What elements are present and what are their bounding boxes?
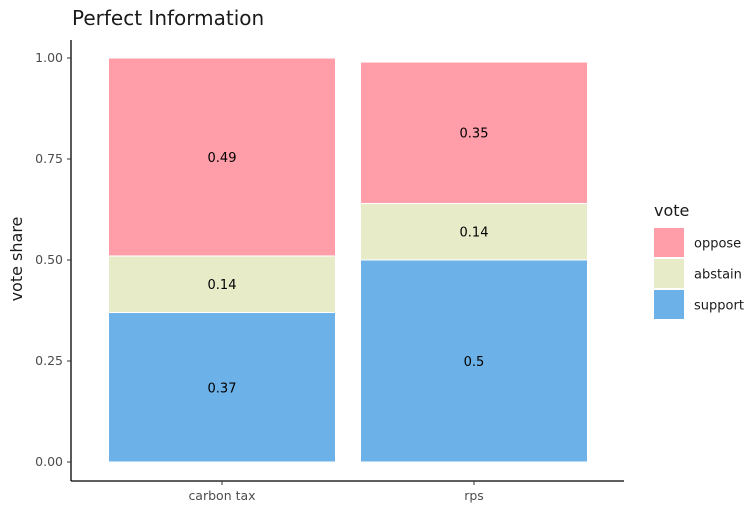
legend-key-support (654, 290, 684, 319)
data-label-rps-oppose: 0.35 (460, 127, 489, 142)
chart-title: Perfect Information (72, 6, 264, 30)
legend-label-oppose: oppose (694, 237, 741, 252)
bar-carbon-tax-abstain (108, 255, 336, 314)
axes-layer: 0.00 0.25 0.50 0.75 1.00 carbon tax rps (35, 40, 624, 503)
bars-layer: 0.37 0.14 0.49 0.5 0.14 0.35 (108, 57, 588, 463)
bar-carbon-tax-oppose (108, 57, 336, 257)
legend-title: vote (654, 201, 689, 220)
x-tick-label: rps (464, 488, 484, 503)
y-tick-label: 0.75 (35, 151, 63, 166)
data-label-rps-support: 0.5 (464, 355, 485, 370)
data-label-rps-abstain: 0.14 (460, 226, 489, 241)
bar-rps-abstain (360, 202, 588, 261)
y-tick-label: 0.25 (35, 353, 63, 368)
x-tick-label: carbon tax (188, 488, 255, 503)
data-label-carbon-tax-oppose: 0.49 (208, 151, 237, 166)
bar-carbon-tax-support (108, 312, 336, 463)
legend-key-abstain (654, 259, 684, 288)
y-tick-label: 1.00 (35, 50, 63, 65)
legend-label-support: support (694, 299, 744, 314)
data-label-carbon-tax-support: 0.37 (208, 381, 237, 396)
y-tick-label: 0.50 (35, 252, 63, 267)
legend-label-abstain: abstain (694, 268, 742, 283)
y-axis-title: vote share (7, 217, 26, 302)
legend: vote oppose abstain support (654, 201, 744, 319)
y-tick-label: 0.00 (35, 454, 63, 469)
bar-rps-oppose (360, 61, 588, 204)
data-label-carbon-tax-abstain: 0.14 (208, 278, 237, 293)
bar-rps-support (360, 259, 588, 463)
legend-key-oppose (654, 228, 684, 257)
